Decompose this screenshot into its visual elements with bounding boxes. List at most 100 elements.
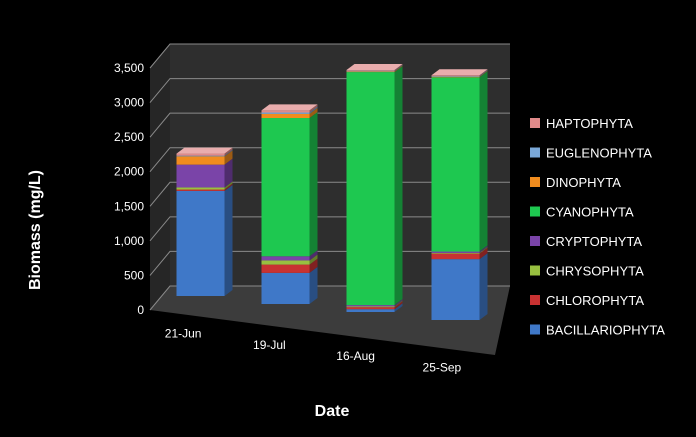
bar-segment-side bbox=[479, 70, 488, 78]
bar-segment bbox=[346, 72, 395, 306]
legend-swatch bbox=[530, 295, 540, 305]
side-wall bbox=[150, 44, 170, 310]
bar-segment bbox=[431, 259, 480, 320]
y-tick-label: 1,000 bbox=[114, 234, 144, 248]
bar-segment bbox=[176, 156, 225, 165]
bar-segment-side bbox=[309, 266, 318, 304]
x-tick-labels: 21-Jun 19-Jul 16-Aug 25-Sep bbox=[165, 327, 462, 375]
bar-segment bbox=[346, 70, 395, 71]
legend-swatch bbox=[530, 177, 540, 187]
legend-label: CYANOPHYTA bbox=[546, 205, 634, 220]
bar-segment bbox=[261, 118, 310, 257]
bars bbox=[176, 64, 488, 320]
bar-segment-side bbox=[309, 112, 318, 257]
bar-segment-side bbox=[394, 64, 403, 72]
legend-swatch bbox=[530, 118, 540, 128]
legend-label: CHRYSOPHYTA bbox=[546, 264, 644, 279]
bar-segment bbox=[346, 71, 395, 73]
bar-segment-side bbox=[224, 181, 233, 190]
chart-walls bbox=[150, 44, 510, 355]
gridline bbox=[149, 43, 510, 69]
bar-segment bbox=[176, 155, 225, 157]
bar-top bbox=[346, 64, 403, 70]
bar-segment bbox=[431, 75, 480, 77]
y-axis-title: Biomass (mg/L) bbox=[27, 170, 44, 290]
bar-segment bbox=[261, 110, 310, 113]
legend-label: EUGLENOPHYTA bbox=[546, 146, 652, 161]
bar-segment bbox=[431, 252, 480, 254]
bar-stack bbox=[261, 104, 318, 304]
bar-segment-side bbox=[309, 104, 318, 113]
bar-segment bbox=[261, 256, 310, 261]
bar-segment bbox=[431, 75, 480, 76]
bar-segment bbox=[176, 164, 225, 188]
x-tick-label: 16-Aug bbox=[336, 349, 375, 363]
bar-segment-side bbox=[309, 258, 318, 273]
legend: HAPTOPHYTA EUGLENOPHYTA DINOPHYTA CYANOPHYT… bbox=[530, 116, 665, 338]
y-tick-label: 3,000 bbox=[114, 96, 144, 110]
bar-segment-side bbox=[224, 184, 233, 296]
bar-stack bbox=[176, 147, 233, 296]
y-tick-label: 1,500 bbox=[114, 199, 144, 213]
bar-segment-side bbox=[394, 301, 403, 310]
bar-segment bbox=[431, 77, 480, 252]
legend-swatch bbox=[530, 236, 540, 246]
legend-swatch bbox=[530, 206, 540, 217]
bar-segment-side bbox=[309, 107, 318, 119]
legend-item: CHLOROPHYTA bbox=[530, 293, 644, 308]
bar-segment bbox=[176, 190, 225, 296]
legend-swatch bbox=[530, 147, 540, 158]
bar-segment-side bbox=[479, 246, 488, 254]
y-tick-label: 2,000 bbox=[114, 165, 144, 179]
bar-segment-side bbox=[309, 106, 318, 114]
y-tick-label: 3,500 bbox=[114, 61, 144, 75]
x-tick-label: 25-Sep bbox=[423, 360, 462, 374]
bar-segment bbox=[261, 272, 310, 304]
bar-segment-side bbox=[479, 71, 488, 252]
legend-item: CRYPTOPHYTA bbox=[530, 234, 642, 249]
bar-segment-side bbox=[479, 253, 488, 320]
bar-segment bbox=[431, 253, 480, 260]
bar-top bbox=[431, 69, 488, 76]
bar-segment-side bbox=[394, 66, 403, 306]
bar-segment bbox=[431, 251, 480, 253]
legend-item: CYANOPHYTA bbox=[530, 205, 634, 220]
bar-segment-side bbox=[479, 245, 488, 253]
bar-segment-side bbox=[224, 150, 233, 165]
legend-swatch bbox=[530, 265, 540, 276]
y-tick-label: 2,500 bbox=[114, 130, 144, 144]
bar-segment bbox=[346, 309, 395, 312]
bar-segment-side bbox=[479, 69, 488, 76]
legend-label: DINOPHYTA bbox=[546, 175, 621, 190]
bar-segment-side bbox=[394, 300, 403, 308]
legend-swatch bbox=[530, 324, 540, 335]
bar-segment-side bbox=[394, 299, 403, 307]
bar-segment-side bbox=[224, 183, 233, 191]
y-tick-labels: 0 500 1,000 1,500 2,000 2,500 3,000 3,500 bbox=[114, 61, 144, 317]
bar-segment bbox=[346, 306, 395, 308]
x-axis-title: Date bbox=[315, 403, 350, 420]
legend-label: HAPTOPHYTA bbox=[546, 116, 633, 131]
bar-segment-side bbox=[309, 254, 318, 265]
x-tick-label: 21-Jun bbox=[165, 327, 202, 341]
legend-item: EUGLENOPHYTA bbox=[530, 146, 652, 161]
legend-item: DINOPHYTA bbox=[530, 175, 621, 190]
legend-item: CHRYSOPHYTA bbox=[530, 264, 644, 279]
legend-label: CHLOROPHYTA bbox=[546, 293, 644, 308]
y-tick-label: 0 bbox=[137, 303, 144, 317]
bar-segment-side bbox=[479, 69, 488, 77]
bar-segment bbox=[176, 189, 225, 191]
bar-segment-side bbox=[309, 250, 318, 261]
x-tick-label: 19-Jul bbox=[253, 338, 286, 352]
bar-segment bbox=[431, 76, 480, 78]
bar-segment bbox=[176, 187, 225, 190]
bar-segment bbox=[261, 112, 310, 114]
bar-segment bbox=[261, 264, 310, 273]
legend-item: BACILLARIOPHYTA bbox=[530, 323, 665, 338]
bar-segment-side bbox=[394, 65, 403, 73]
back-wall bbox=[170, 44, 510, 286]
bar-segment-side bbox=[224, 147, 233, 156]
bar-segment bbox=[346, 305, 395, 307]
